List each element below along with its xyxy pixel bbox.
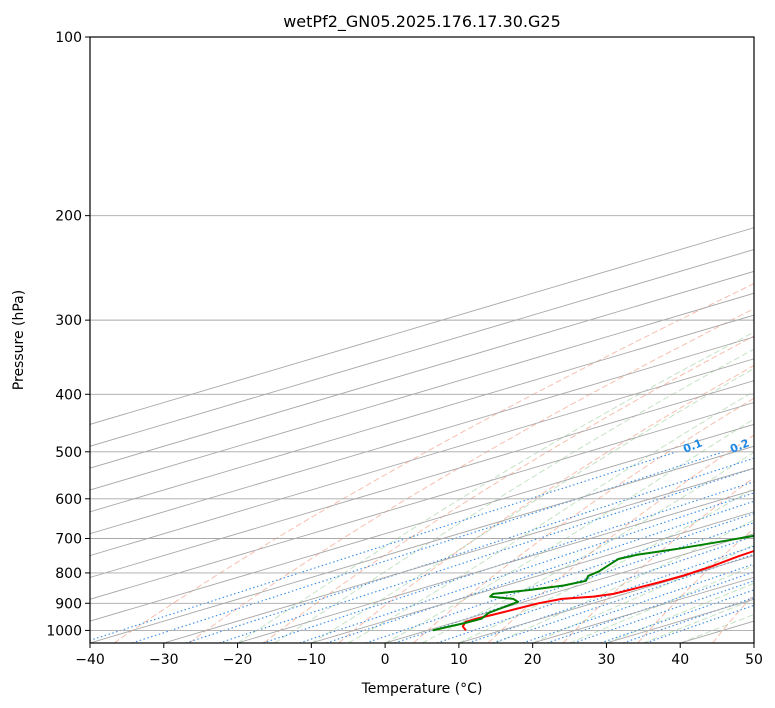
isotherm-line <box>163 467 754 643</box>
y-tick-label: 300 <box>55 313 82 329</box>
plot-frame <box>89 36 755 644</box>
isotherm-line <box>237 489 754 643</box>
x-tick-label: 50 <box>745 652 763 668</box>
isotherm-line <box>90 336 754 535</box>
moist-adiabat-line <box>495 519 754 643</box>
mixing-ratio-line <box>522 563 754 643</box>
isotherm-line <box>90 314 754 513</box>
moist-adiabat-line <box>237 331 754 643</box>
x-tick-label: −30 <box>149 652 179 668</box>
isotherm-line <box>311 511 754 643</box>
x-tick-label: −10 <box>297 652 327 668</box>
dry-adiabat-line <box>188 308 754 643</box>
temperature-profile-line <box>461 549 754 632</box>
isotherm-line <box>90 358 754 557</box>
moist-adiabat-line <box>311 367 754 643</box>
y-tick-label: 800 <box>55 566 82 582</box>
isotherm-line <box>90 270 754 469</box>
moist-adiabat-line <box>569 564 754 643</box>
mixing-ratio-line <box>436 535 754 643</box>
dry-adiabat-line <box>487 434 754 643</box>
y-tick-label: 600 <box>55 492 82 508</box>
x-tick-label: 20 <box>524 652 542 668</box>
y-tick-label: 500 <box>55 445 82 461</box>
isotherm-line <box>90 423 754 622</box>
x-tick-label: 10 <box>450 652 468 668</box>
isotherm-line <box>90 380 754 578</box>
moist-adiabat-line <box>347 390 754 643</box>
y-tick-label: 100 <box>55 30 82 46</box>
x-tick-label: −40 <box>75 652 105 668</box>
y-tick-label: 200 <box>55 209 82 225</box>
mixing-ratio-line <box>492 553 754 643</box>
x-tick-label: 0 <box>381 652 390 668</box>
y-tick-label: 400 <box>55 387 82 403</box>
x-tick-label: 40 <box>671 652 689 668</box>
mixing-ratio-line <box>326 500 754 643</box>
x-tick-label: 30 <box>598 652 616 668</box>
dry-adiabat-line <box>263 335 754 643</box>
mixing-ratio-line <box>546 571 754 643</box>
dry-adiabat-line <box>562 476 754 643</box>
isotherm-line <box>90 402 754 600</box>
y-tick-label: 1000 <box>46 623 82 639</box>
isotherm-line <box>90 445 754 643</box>
dewpoint-profile-line <box>432 534 754 632</box>
plot-area: 0.10.20.40.611.52346810131620253036-100-… <box>90 37 754 643</box>
x-tick-label: −20 <box>223 652 253 668</box>
moist-adiabat-line <box>606 582 754 643</box>
isotherm-line <box>90 249 754 447</box>
mixing-ratio-line <box>573 580 754 643</box>
mixing-ratio-line <box>185 457 754 643</box>
moist-adiabat-line <box>421 451 754 643</box>
x-axis-label: Temperature (°C) <box>361 681 483 697</box>
y-tick-label: 700 <box>55 532 82 548</box>
y-axis-label: Pressure (hPa) <box>11 290 27 390</box>
y-tick-label: 900 <box>55 596 82 612</box>
mixing-ratio-line <box>90 451 677 641</box>
isotherm-line <box>90 292 754 491</box>
dry-adiabat-line <box>338 364 754 643</box>
chart-title: wetPf2_GN05.2025.176.17.30.G25 <box>283 12 561 32</box>
isotherm-line <box>384 533 754 643</box>
mixing-ratio-line <box>299 492 754 643</box>
dry-adiabat-line <box>413 397 754 643</box>
isotherm-line <box>90 227 754 425</box>
mixing-ratio-line <box>262 481 754 643</box>
